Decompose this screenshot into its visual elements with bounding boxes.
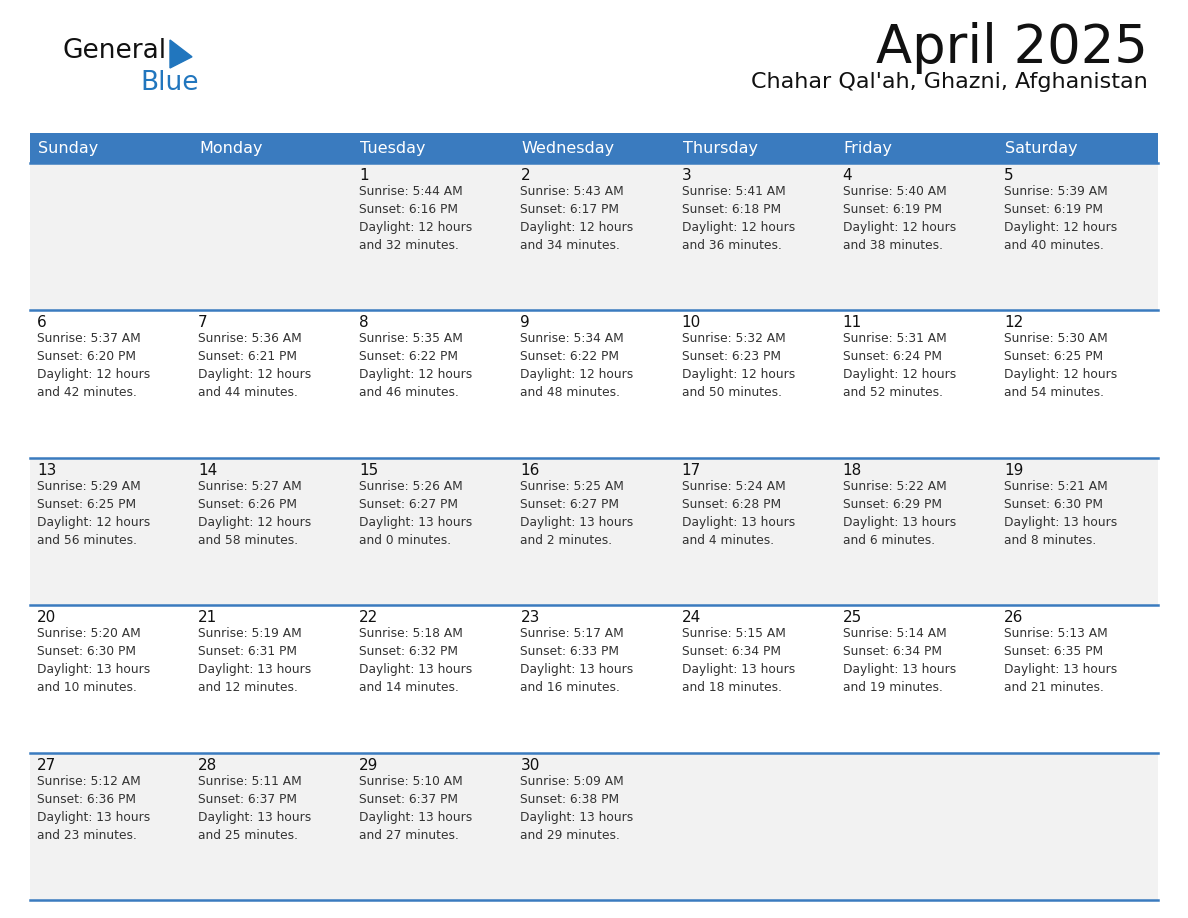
Text: Monday: Monday [200,140,263,155]
Text: 27: 27 [37,757,56,773]
Bar [30,458,1158,605]
Text: Sunrise: 5:10 AM
Sunset: 6:37 PM
Daylight: 13 hours
and 27 minutes.: Sunrise: 5:10 AM Sunset: 6:37 PM Dayligh… [359,775,473,842]
Text: Sunrise: 5:26 AM
Sunset: 6:27 PM
Daylight: 13 hours
and 0 minutes.: Sunrise: 5:26 AM Sunset: 6:27 PM Dayligh… [359,480,473,547]
Text: Sunrise: 5:31 AM
Sunset: 6:24 PM
Daylight: 12 hours
and 52 minutes.: Sunrise: 5:31 AM Sunset: 6:24 PM Dayligh… [842,332,956,399]
Text: Sunrise: 5:35 AM
Sunset: 6:22 PM
Daylight: 12 hours
and 46 minutes.: Sunrise: 5:35 AM Sunset: 6:22 PM Dayligh… [359,332,473,399]
Text: Sunrise: 5:27 AM
Sunset: 6:26 PM
Daylight: 12 hours
and 58 minutes.: Sunrise: 5:27 AM Sunset: 6:26 PM Dayligh… [198,480,311,547]
Text: 22: 22 [359,610,379,625]
Text: Sunrise: 5:30 AM
Sunset: 6:25 PM
Daylight: 12 hours
and 54 minutes.: Sunrise: 5:30 AM Sunset: 6:25 PM Dayligh… [1004,332,1117,399]
Text: 2: 2 [520,168,530,183]
Text: 5: 5 [1004,168,1013,183]
Text: Sunrise: 5:21 AM
Sunset: 6:30 PM
Daylight: 13 hours
and 8 minutes.: Sunrise: 5:21 AM Sunset: 6:30 PM Dayligh… [1004,480,1117,547]
Text: 1: 1 [359,168,369,183]
Text: Sunrise: 5:12 AM
Sunset: 6:36 PM
Daylight: 13 hours
and 23 minutes.: Sunrise: 5:12 AM Sunset: 6:36 PM Dayligh… [37,775,150,842]
Text: Sunday: Sunday [38,140,99,155]
Text: Chahar Qal'ah, Ghazni, Afghanistan: Chahar Qal'ah, Ghazni, Afghanistan [751,72,1148,92]
Text: Sunrise: 5:25 AM
Sunset: 6:27 PM
Daylight: 13 hours
and 2 minutes.: Sunrise: 5:25 AM Sunset: 6:27 PM Dayligh… [520,480,633,547]
Bar [30,753,1158,900]
Text: Sunrise: 5:36 AM
Sunset: 6:21 PM
Daylight: 12 hours
and 44 minutes.: Sunrise: 5:36 AM Sunset: 6:21 PM Dayligh… [198,332,311,399]
Text: Sunrise: 5:18 AM
Sunset: 6:32 PM
Daylight: 13 hours
and 14 minutes.: Sunrise: 5:18 AM Sunset: 6:32 PM Dayligh… [359,627,473,694]
Text: Friday: Friday [843,140,892,155]
Text: Sunrise: 5:34 AM
Sunset: 6:22 PM
Daylight: 12 hours
and 48 minutes.: Sunrise: 5:34 AM Sunset: 6:22 PM Dayligh… [520,332,633,399]
Text: 26: 26 [1004,610,1023,625]
Bar [30,310,1158,458]
Bar [675,133,835,163]
Bar [835,133,997,163]
Text: Sunrise: 5:40 AM
Sunset: 6:19 PM
Daylight: 12 hours
and 38 minutes.: Sunrise: 5:40 AM Sunset: 6:19 PM Dayligh… [842,185,956,252]
Text: Sunrise: 5:41 AM
Sunset: 6:18 PM
Daylight: 12 hours
and 36 minutes.: Sunrise: 5:41 AM Sunset: 6:18 PM Dayligh… [682,185,795,252]
Text: Sunrise: 5:44 AM
Sunset: 6:16 PM
Daylight: 12 hours
and 32 minutes.: Sunrise: 5:44 AM Sunset: 6:16 PM Dayligh… [359,185,473,252]
Text: Sunrise: 5:20 AM
Sunset: 6:30 PM
Daylight: 13 hours
and 10 minutes.: Sunrise: 5:20 AM Sunset: 6:30 PM Dayligh… [37,627,150,694]
Text: Sunrise: 5:43 AM
Sunset: 6:17 PM
Daylight: 12 hours
and 34 minutes.: Sunrise: 5:43 AM Sunset: 6:17 PM Dayligh… [520,185,633,252]
Text: Saturday: Saturday [1005,140,1078,155]
Text: 28: 28 [198,757,217,773]
Text: 15: 15 [359,463,379,477]
Text: Sunrise: 5:09 AM
Sunset: 6:38 PM
Daylight: 13 hours
and 29 minutes.: Sunrise: 5:09 AM Sunset: 6:38 PM Dayligh… [520,775,633,842]
Text: 10: 10 [682,316,701,330]
Text: Sunrise: 5:17 AM
Sunset: 6:33 PM
Daylight: 13 hours
and 16 minutes.: Sunrise: 5:17 AM Sunset: 6:33 PM Dayligh… [520,627,633,694]
Text: Sunrise: 5:22 AM
Sunset: 6:29 PM
Daylight: 13 hours
and 6 minutes.: Sunrise: 5:22 AM Sunset: 6:29 PM Dayligh… [842,480,956,547]
Text: 18: 18 [842,463,862,477]
Text: 20: 20 [37,610,56,625]
Text: 12: 12 [1004,316,1023,330]
Text: 29: 29 [359,757,379,773]
Text: General: General [62,38,166,64]
Text: Sunrise: 5:19 AM
Sunset: 6:31 PM
Daylight: 13 hours
and 12 minutes.: Sunrise: 5:19 AM Sunset: 6:31 PM Dayligh… [198,627,311,694]
Text: 8: 8 [359,316,369,330]
Text: 17: 17 [682,463,701,477]
Text: 25: 25 [842,610,862,625]
Text: April 2025: April 2025 [876,22,1148,74]
Text: 19: 19 [1004,463,1023,477]
Bar [30,133,191,163]
Bar [353,133,513,163]
Text: Sunrise: 5:15 AM
Sunset: 6:34 PM
Daylight: 13 hours
and 18 minutes.: Sunrise: 5:15 AM Sunset: 6:34 PM Dayligh… [682,627,795,694]
Text: Sunrise: 5:37 AM
Sunset: 6:20 PM
Daylight: 12 hours
and 42 minutes.: Sunrise: 5:37 AM Sunset: 6:20 PM Dayligh… [37,332,150,399]
Text: 13: 13 [37,463,56,477]
Text: 11: 11 [842,316,862,330]
Polygon shape [170,40,192,68]
Bar [191,133,353,163]
Text: 30: 30 [520,757,539,773]
Text: Sunrise: 5:32 AM
Sunset: 6:23 PM
Daylight: 12 hours
and 50 minutes.: Sunrise: 5:32 AM Sunset: 6:23 PM Dayligh… [682,332,795,399]
Text: 3: 3 [682,168,691,183]
Bar [513,133,675,163]
Bar [30,605,1158,753]
Text: 4: 4 [842,168,852,183]
Text: Thursday: Thursday [683,140,758,155]
Text: Tuesday: Tuesday [360,140,425,155]
Text: 24: 24 [682,610,701,625]
Text: 23: 23 [520,610,539,625]
Text: 21: 21 [198,610,217,625]
Text: Sunrise: 5:13 AM
Sunset: 6:35 PM
Daylight: 13 hours
and 21 minutes.: Sunrise: 5:13 AM Sunset: 6:35 PM Dayligh… [1004,627,1117,694]
Text: Sunrise: 5:14 AM
Sunset: 6:34 PM
Daylight: 13 hours
and 19 minutes.: Sunrise: 5:14 AM Sunset: 6:34 PM Dayligh… [842,627,956,694]
Text: 7: 7 [198,316,208,330]
Text: Blue: Blue [140,70,198,96]
Text: Sunrise: 5:39 AM
Sunset: 6:19 PM
Daylight: 12 hours
and 40 minutes.: Sunrise: 5:39 AM Sunset: 6:19 PM Dayligh… [1004,185,1117,252]
Text: Sunrise: 5:29 AM
Sunset: 6:25 PM
Daylight: 12 hours
and 56 minutes.: Sunrise: 5:29 AM Sunset: 6:25 PM Dayligh… [37,480,150,547]
Text: 9: 9 [520,316,530,330]
Text: 14: 14 [198,463,217,477]
Text: 6: 6 [37,316,46,330]
Text: Sunrise: 5:24 AM
Sunset: 6:28 PM
Daylight: 13 hours
and 4 minutes.: Sunrise: 5:24 AM Sunset: 6:28 PM Dayligh… [682,480,795,547]
Text: 16: 16 [520,463,539,477]
Bar [30,163,1158,310]
Bar [997,133,1158,163]
Text: Sunrise: 5:11 AM
Sunset: 6:37 PM
Daylight: 13 hours
and 25 minutes.: Sunrise: 5:11 AM Sunset: 6:37 PM Dayligh… [198,775,311,842]
Text: Wednesday: Wednesday [522,140,614,155]
